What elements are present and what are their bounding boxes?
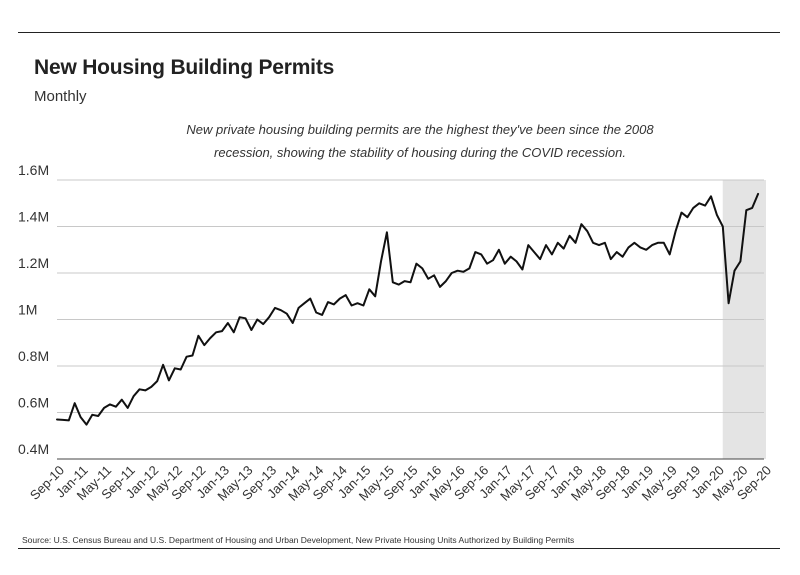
- y-axis-ticks: 0.4M 0.6M 0.8M 1M 1.2M 1.4M 1.6M: [18, 162, 49, 457]
- chart-title: New Housing Building Permits: [34, 56, 335, 79]
- source-note: Source: U.S. Census Bureau and U.S. Depa…: [22, 535, 575, 545]
- y-tick-label: 1.4M: [18, 209, 49, 225]
- y-tick-label: 0.6M: [18, 395, 49, 411]
- chart-subtitle: Monthly: [34, 88, 87, 105]
- y-tick-label: 0.4M: [18, 441, 49, 457]
- y-tick-label: 1.2M: [18, 255, 49, 271]
- x-axis-ticks: Sep-10Jan-11May-11Sep-11Jan-12May-12Sep-…: [27, 463, 774, 504]
- series-layer: [56, 192, 760, 426]
- annotation-line-1: New private housing building permits are…: [186, 122, 654, 137]
- y-tick-label: 1.6M: [18, 162, 49, 178]
- annotation-line-2: recession, showing the stability of hous…: [214, 145, 626, 160]
- series-line-permits: [56, 192, 760, 426]
- y-tick-label: 1M: [18, 302, 37, 318]
- top-rule: [18, 32, 780, 33]
- bottom-rule: [18, 548, 780, 549]
- y-tick-label: 0.8M: [18, 348, 49, 364]
- chart-annotation: New private housing building permits are…: [150, 118, 690, 164]
- grid-lines: [57, 179, 764, 460]
